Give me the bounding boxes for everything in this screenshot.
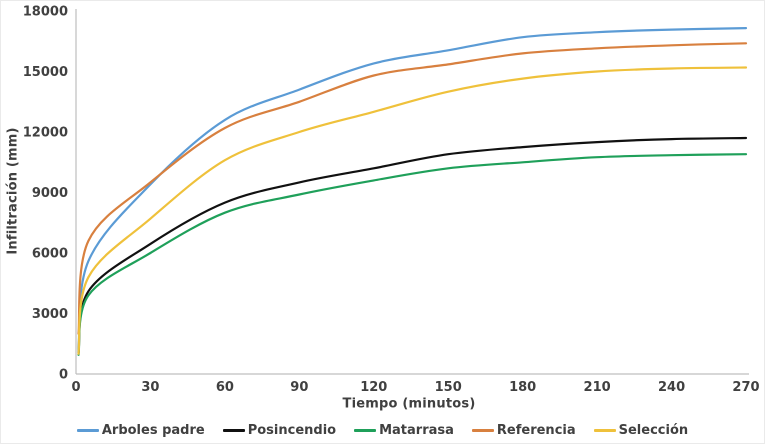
svg-text:0: 0	[59, 368, 68, 383]
svg-text:12000: 12000	[23, 126, 68, 141]
legend-item-arboles-padre: Arboles padre	[76, 423, 205, 438]
legend-item-seleccion: Selección	[593, 423, 689, 438]
x-axis-title: Tiempo (minutos)	[342, 396, 476, 412]
svg-text:210: 210	[584, 380, 611, 395]
svg-text:150: 150	[435, 380, 462, 395]
legend-item-posincendio: Posincendio	[222, 423, 337, 438]
legend-label-arboles-padre: Arboles padre	[101, 423, 205, 438]
svg-text:240: 240	[658, 380, 685, 395]
svg-text:90: 90	[290, 380, 308, 395]
legend-item-matarrasa: Matarrasa	[354, 423, 454, 438]
legend-label-seleccion: Selección	[618, 423, 689, 438]
legend-line-swatch-referencia	[471, 429, 494, 432]
legend-label-posincendio: Posincendio	[247, 423, 337, 438]
y-axis-title: Infiltración (mm)	[5, 127, 21, 255]
svg-text:270: 270	[732, 380, 759, 395]
svg-text:3000: 3000	[32, 307, 68, 322]
svg-text:15000: 15000	[23, 65, 68, 80]
legend-line-swatch-arboles-padre	[76, 429, 99, 432]
legend-item-referencia: Referencia	[471, 423, 576, 438]
legend-line-swatch-matarrasa	[354, 429, 377, 432]
legend-line-swatch-seleccion	[593, 429, 616, 432]
svg-text:9000: 9000	[32, 186, 68, 201]
svg-text:60: 60	[216, 380, 234, 395]
legend-label-referencia: Referencia	[496, 423, 576, 438]
legend-label-matarrasa: Matarrasa	[379, 423, 454, 438]
svg-text:30: 30	[141, 380, 159, 395]
legend: Arboles padre Posincendio Matarrasa Refe…	[1, 423, 764, 438]
svg-text:120: 120	[360, 380, 387, 395]
legend-line-swatch-posincendio	[222, 429, 245, 432]
svg-text:18000: 18000	[23, 5, 68, 20]
svg-text:0: 0	[71, 380, 80, 395]
svg-text:6000: 6000	[32, 247, 68, 262]
svg-text:180: 180	[509, 380, 536, 395]
